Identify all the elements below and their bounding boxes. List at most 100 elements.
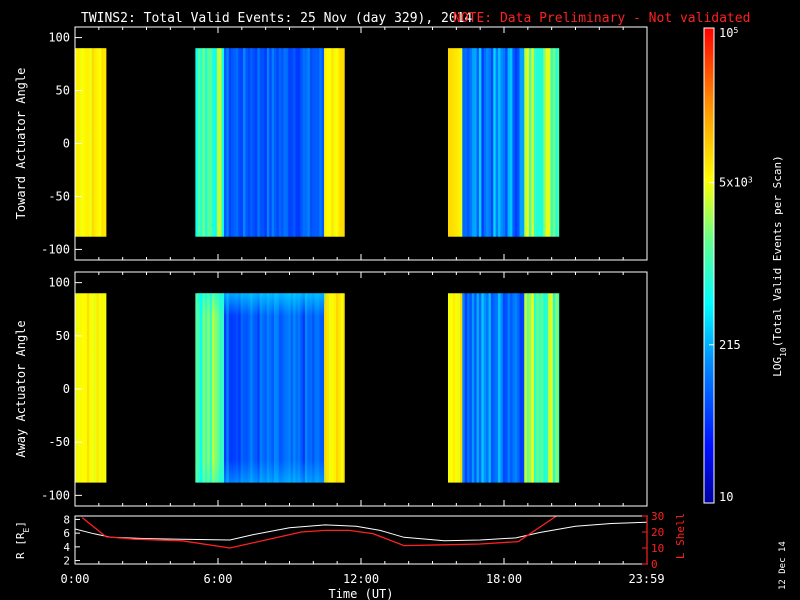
heatmap-column [495,48,499,237]
heatmap-column [276,48,280,237]
heatmap-column [495,293,499,483]
heatmap-y-tick-label: 100 [48,31,70,45]
heatmap-column [219,48,222,237]
heatmap-column [235,48,239,237]
heatmap-column [269,48,273,237]
ephemeris-y-tick-label: 6 [63,527,70,540]
heatmap-column [452,48,456,237]
heatmap-column [450,293,454,483]
heatmap-column [509,293,513,483]
lshell-axis-label: L Shell [674,513,687,559]
heatmap-column [304,48,308,237]
heatmap-column [340,48,344,237]
heatmap-column [221,48,225,237]
heatmap-column [335,48,339,237]
heatmap-column [457,48,461,237]
heatmap-column [312,48,315,237]
heatmap-column [469,48,473,237]
y-axis-label: Toward Actuator Angle [14,68,28,220]
heatmap-column [493,48,497,237]
heatmap-column [319,48,323,237]
heatmap-column [555,48,559,237]
heatmap-column [521,48,525,237]
lshell-y-tick-label: 10 [651,542,664,555]
ephemeris-y-tick-label: 8 [63,513,70,526]
heatmap-column [548,293,551,483]
away-actuator-panel: 100 50 0 -50 -100 Away Actuator Angle [14,271,648,507]
heatmap-column [519,48,523,237]
heatmap-y-tick-label: 0 [63,137,70,151]
heatmap-column [326,293,330,483]
heatmap-column [103,293,107,483]
lshell-line [81,516,558,549]
heatmap-column [536,48,539,237]
heatmap-column [498,293,501,483]
heatmap-column [262,48,265,237]
time-tick-label: 23:59 [628,572,664,586]
heatmap-column [94,293,97,483]
time-tick-label: 6:00 [204,572,233,586]
heatmap-column [328,48,332,237]
heatmap-column [464,293,468,483]
heatmap-edge-band [197,293,326,483]
ephemeris-y-tick-label: 4 [63,541,70,554]
heatmap-column [481,48,485,237]
heatmap-column [212,48,215,237]
heatmap-column [476,293,480,483]
colorbar-label: LOG10(Total Valid Events per Scan) [771,155,788,377]
heatmap-column [94,48,97,237]
heatmap-y-tick-label: -50 [48,189,70,203]
heatmap-column [548,48,551,237]
date-stamp: 12 Dec 14 [778,541,788,590]
toward-actuator-panel: 100 50 0 -50 -100 Toward Actuator Angle [14,26,648,261]
heatmap-column [252,48,256,237]
heatmap-column [533,293,537,483]
heatmap-column [338,48,342,237]
heatmap-column [223,48,227,237]
heatmap-column [271,48,275,237]
heatmap-column [316,48,320,237]
heatmap-column [290,48,294,237]
lshell-y-tick-label: 20 [651,526,664,539]
heatmap-y-tick-label: 50 [56,84,70,98]
heatmap-column [521,293,525,483]
heatmap-column [84,293,88,483]
heatmap-column [478,293,482,483]
heatmap-column [462,293,466,483]
heatmap-column [240,48,244,237]
heatmap-column [490,293,494,483]
heatmap-column [502,293,506,483]
heatmap-column [531,293,535,483]
heatmap-frame [74,271,648,507]
heatmap-column [250,48,253,237]
heatmap-column [254,48,258,237]
heatmap-column [91,48,95,237]
heatmap-column [514,48,518,237]
heatmap-column [452,293,456,483]
heatmap-column [545,293,549,483]
heatmap-column [533,48,537,237]
heatmap-column [338,293,342,483]
heatmap-column [207,48,211,237]
heatmap-y-tick-label: -100 [41,488,70,502]
heatmap-y-tick-label: 0 [63,382,70,396]
lshell-y-tick-label: 30 [651,510,664,523]
heatmap-column [512,48,516,237]
heatmap-column [340,293,344,483]
radius-line [75,521,647,542]
heatmap-column [300,48,304,237]
heatmap-column [540,293,544,483]
heatmap-column [77,293,81,483]
heatmap-column [326,48,330,237]
time-tick-label: 18:00 [486,572,522,586]
heatmap-column [457,293,461,483]
heatmap-y-tick-label: 50 [56,329,70,343]
colorbar-tick-label: 105 [719,26,738,41]
heatmap-column [505,293,508,483]
heatmap-column [307,48,311,237]
heatmap-column [331,293,334,483]
heatmap-column [324,48,327,237]
heatmap-column [98,293,102,483]
heatmap-column [531,48,535,237]
